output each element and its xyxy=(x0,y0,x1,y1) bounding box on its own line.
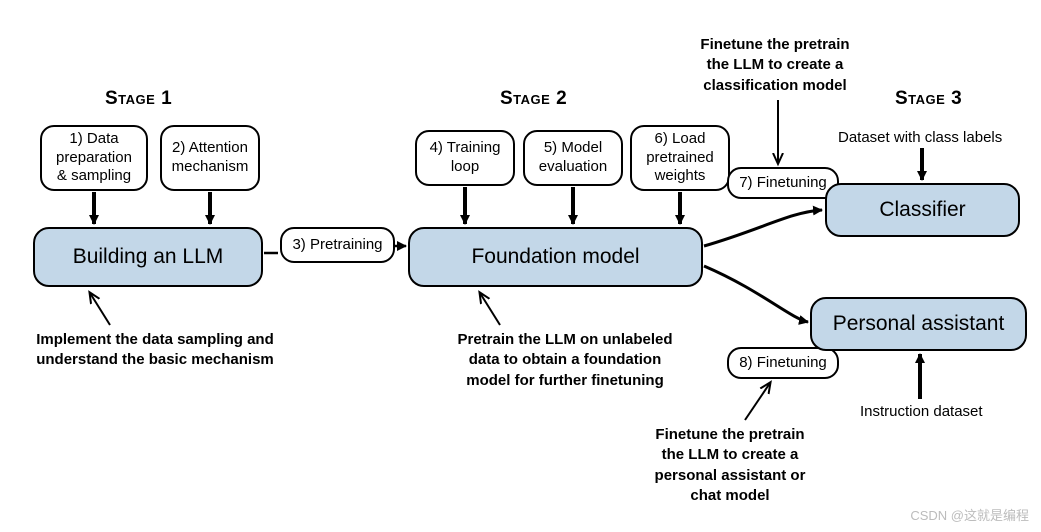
main-classifier: Classifier xyxy=(825,183,1020,237)
label-dataset-instruction: Instruction dataset xyxy=(860,402,983,422)
main-foundation: Foundation model xyxy=(408,227,703,287)
node-load-weights: 6) Loadpretrainedweights xyxy=(630,125,730,191)
main-build-llm: Building an LLM xyxy=(33,227,263,287)
annotation-finetune-assistant: Finetune the pretrainthe LLM to create a… xyxy=(625,425,835,506)
node-attention: 2) Attentionmechanism xyxy=(160,125,260,191)
node-pretraining: 3) Pretraining xyxy=(280,227,395,263)
node-model-eval: 5) Modelevaluation xyxy=(523,130,623,186)
annotation-finetune-classification: Finetune the pretrainthe LLM to create a… xyxy=(680,35,870,96)
stage3-title: Stage 3 xyxy=(895,88,962,110)
node-finetune-8: 8) Finetuning xyxy=(727,347,839,379)
node-data-prep: 1) Datapreparation& sampling xyxy=(40,125,148,191)
stage1-title: Stage 1 xyxy=(105,88,172,110)
node-finetune-7: 7) Finetuning xyxy=(727,167,839,199)
annotation-stage1: Implement the data sampling andunderstan… xyxy=(15,330,295,371)
label-dataset-class: Dataset with class labels xyxy=(838,128,1002,148)
stage2-title: Stage 2 xyxy=(500,88,567,110)
watermark: CSDN @这就是编程 xyxy=(910,505,1029,524)
node-training-loop: 4) Trainingloop xyxy=(415,130,515,186)
annotation-stage2: Pretrain the LLM on unlabeleddata to obt… xyxy=(440,330,690,391)
main-assistant: Personal assistant xyxy=(810,297,1027,351)
